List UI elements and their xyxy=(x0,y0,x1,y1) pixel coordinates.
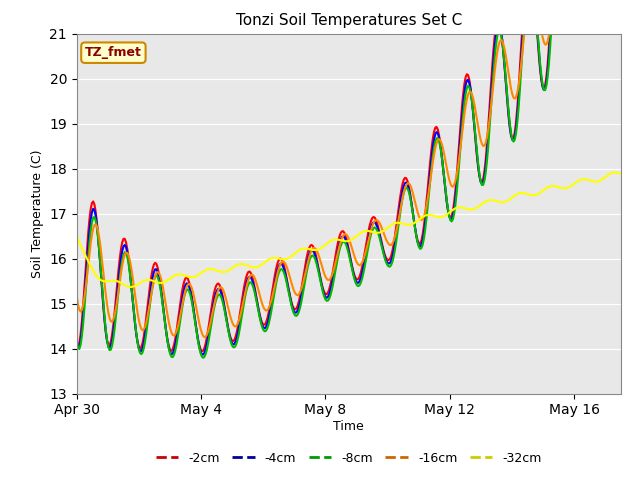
X-axis label: Time: Time xyxy=(333,420,364,433)
Legend: -2cm, -4cm, -8cm, -16cm, -32cm: -2cm, -4cm, -8cm, -16cm, -32cm xyxy=(151,447,547,469)
Y-axis label: Soil Temperature (C): Soil Temperature (C) xyxy=(31,149,44,278)
Title: Tonzi Soil Temperatures Set C: Tonzi Soil Temperatures Set C xyxy=(236,13,462,28)
Text: TZ_fmet: TZ_fmet xyxy=(85,46,142,59)
